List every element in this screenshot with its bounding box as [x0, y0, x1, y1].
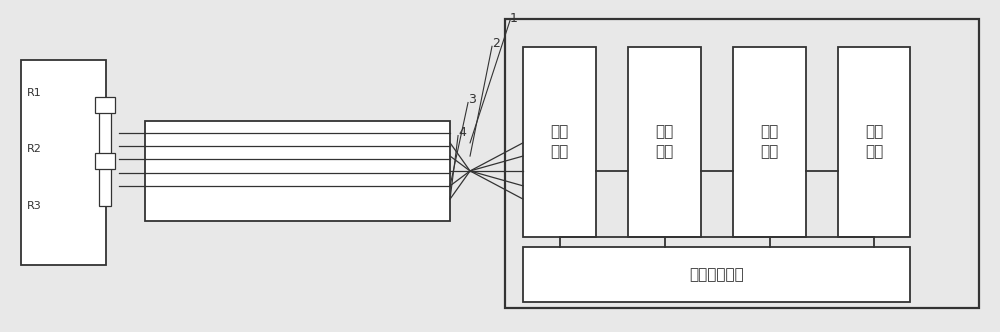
Text: 滤波
电路: 滤波 电路: [655, 124, 673, 159]
Text: 1: 1: [510, 12, 518, 25]
Bar: [628, 47, 701, 237]
Bar: [99, 107, 111, 206]
Bar: [838, 47, 910, 237]
Text: R2: R2: [27, 144, 42, 154]
Bar: [95, 97, 115, 113]
Text: 分压
电路: 分压 电路: [550, 124, 569, 159]
Text: R3: R3: [27, 201, 41, 211]
Bar: [733, 47, 806, 237]
Text: 电压转换电路: 电压转换电路: [689, 267, 744, 282]
Bar: [505, 19, 979, 308]
Text: 4: 4: [458, 126, 466, 139]
Bar: [95, 153, 115, 169]
Text: R1: R1: [27, 88, 41, 98]
Text: 3: 3: [468, 93, 476, 106]
Text: 输出
电路: 输出 电路: [865, 124, 883, 159]
Text: 微处
理器: 微处 理器: [760, 124, 778, 159]
Bar: [523, 47, 596, 237]
Text: 2: 2: [492, 37, 500, 50]
Bar: [21, 60, 106, 265]
Bar: [145, 122, 450, 220]
Bar: [523, 247, 910, 301]
